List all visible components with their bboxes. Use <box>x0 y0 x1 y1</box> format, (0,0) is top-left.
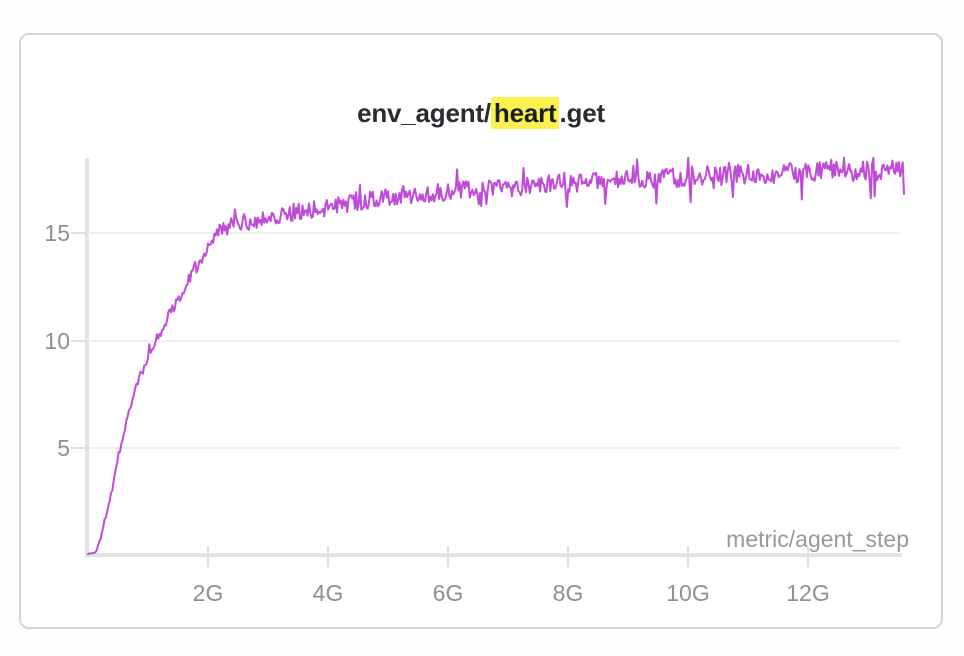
metric-panel-card[interactable]: env_agent/heart .get metric/agent_step <box>19 33 943 629</box>
x-tick-mark <box>687 546 689 567</box>
x-tick-label: 4G <box>312 580 344 606</box>
x-axis-line <box>85 553 902 557</box>
y-gridline <box>88 339 900 342</box>
chart-title-suffix: .get <box>559 98 605 128</box>
chart-title-highlight: heart <box>490 97 560 129</box>
x-tick-label: 6G <box>432 580 464 606</box>
y-tick-mark <box>71 447 86 449</box>
y-tick-label: 5 <box>57 435 70 461</box>
chart-title-prefix: env_agent/ <box>357 98 491 128</box>
y-tick-mark <box>71 339 86 342</box>
x-tick-mark <box>807 546 809 567</box>
y-tick-label: 15 <box>44 220 70 246</box>
x-tick-mark <box>447 546 449 567</box>
chart-title: env_agent/heart .get <box>21 97 941 129</box>
y-gridline <box>88 232 900 234</box>
metric-line-series <box>87 156 905 556</box>
x-tick-mark <box>327 546 329 567</box>
x-tick-label: 2G <box>192 580 224 606</box>
y-tick-mark <box>71 232 86 234</box>
y-axis-line <box>85 158 89 558</box>
y-tick-label: 10 <box>44 327 70 354</box>
x-tick-label: 12G <box>786 580 830 606</box>
y-gridline <box>88 447 900 449</box>
x-tick-label: 8G <box>552 580 584 606</box>
x-tick-mark <box>207 546 209 567</box>
x-axis-title: metric/agent_step <box>726 526 909 552</box>
x-tick-mark <box>567 546 569 567</box>
x-tick-label: 10G <box>666 580 710 606</box>
